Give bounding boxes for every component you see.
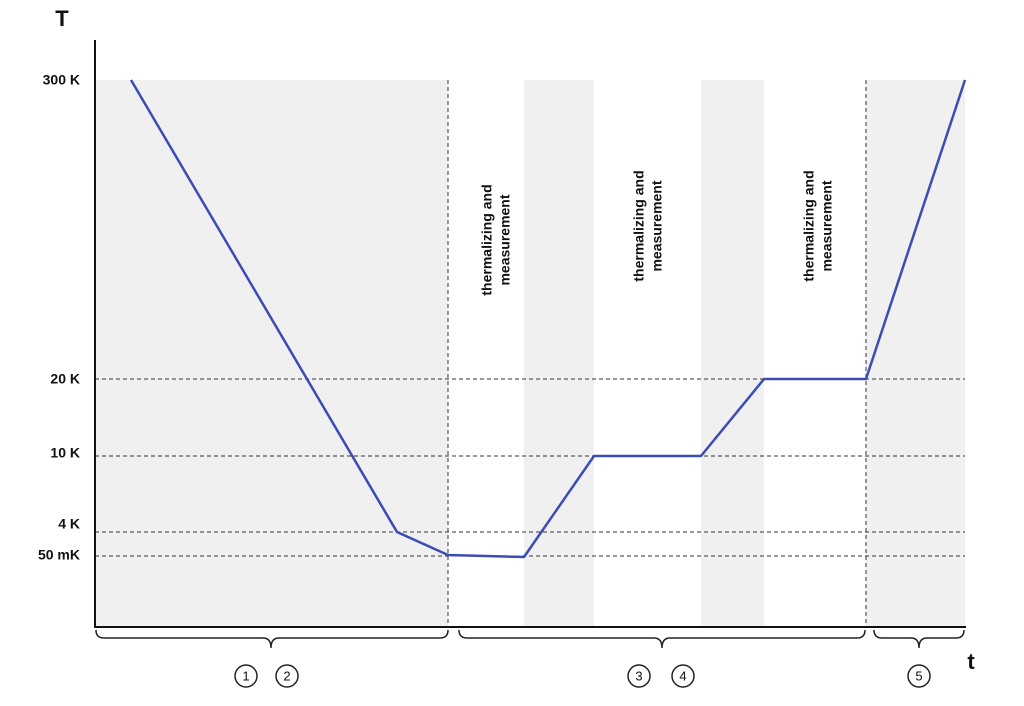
y-label: 50 mK [38,547,80,563]
y-axis-label: T [55,6,69,31]
brace [873,629,965,649]
step-number: 5 [915,668,922,683]
region [701,80,764,627]
y-label: 20 K [50,371,80,387]
braces [95,629,965,649]
brace [95,629,449,649]
annotation: measurement [649,180,665,271]
temperature-profile [129,79,967,559]
annotation: thermalizing and [631,170,647,281]
region [866,80,965,627]
region [524,80,594,627]
annotations: thermalizing and measurement thermalizin… [479,170,835,295]
step-circle [627,664,651,688]
step-number: 3 [635,668,642,683]
annotation: thermalizing and [801,170,817,281]
step-number: 2 [283,668,290,683]
shaded-regions [95,80,965,627]
step-number: 4 [679,668,686,683]
y-label: 4 K [58,516,80,532]
step-circle [275,664,299,688]
step-number: 1 [242,668,249,683]
steps: 1 2 3 4 5 [234,664,931,688]
x-axis-label: t [967,649,975,674]
step-circle [907,664,931,688]
brace [458,629,866,649]
region [95,80,448,627]
annotation: measurement [819,180,835,271]
annotation: measurement [497,194,513,285]
annotation: thermalizing and [479,184,495,295]
y-label: 10 K [50,445,80,461]
step-circle [234,664,258,688]
y-label: 300 K [43,72,80,88]
step-circle [671,664,695,688]
